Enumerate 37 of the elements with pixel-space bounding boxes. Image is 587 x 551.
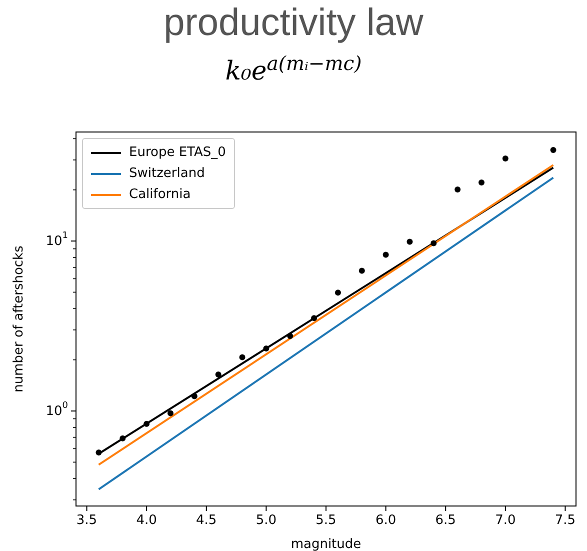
point <box>287 333 294 340</box>
x-tick-label: 7.0 <box>495 513 516 528</box>
x-tick-label: 5.0 <box>256 513 277 528</box>
point <box>550 147 556 154</box>
x-tick-label: 6.0 <box>375 513 396 528</box>
y-tick-label: 10$^{1}$ <box>46 231 68 249</box>
chart-subtitle: k₀e$^{a(mᵢ−mc)}$ <box>224 52 363 87</box>
y-axis-title: number of aftershocks <box>12 245 27 392</box>
legend-label: Europe ETAS_0 <box>129 145 226 160</box>
x-tick-label: 3.5 <box>76 513 98 528</box>
point <box>96 449 102 456</box>
point <box>168 410 174 416</box>
point <box>144 420 150 427</box>
point <box>502 155 508 162</box>
x-tick-label: 4.0 <box>136 513 157 528</box>
legend-label: California <box>129 187 191 202</box>
x-tick-label: 6.5 <box>435 513 456 528</box>
point <box>430 240 437 246</box>
point <box>478 179 484 186</box>
x-tick-label: 4.5 <box>196 513 217 528</box>
point <box>334 290 341 296</box>
point <box>191 393 198 400</box>
point <box>239 354 246 360</box>
point <box>454 186 461 192</box>
x-axis-title: magnitude <box>290 537 362 551</box>
x-tick-label: 5.5 <box>316 513 336 528</box>
point <box>358 268 365 274</box>
point <box>406 238 413 245</box>
point <box>311 315 318 322</box>
chart-title: productivity law <box>162 2 424 45</box>
point <box>382 252 389 258</box>
x-tick-label: 7.5 <box>554 513 576 528</box>
y-tick-label: 10$^{0}$ <box>46 401 68 419</box>
point <box>215 371 222 378</box>
point <box>120 435 126 442</box>
point <box>263 346 270 352</box>
legend-label: Switzerland <box>129 166 205 181</box>
